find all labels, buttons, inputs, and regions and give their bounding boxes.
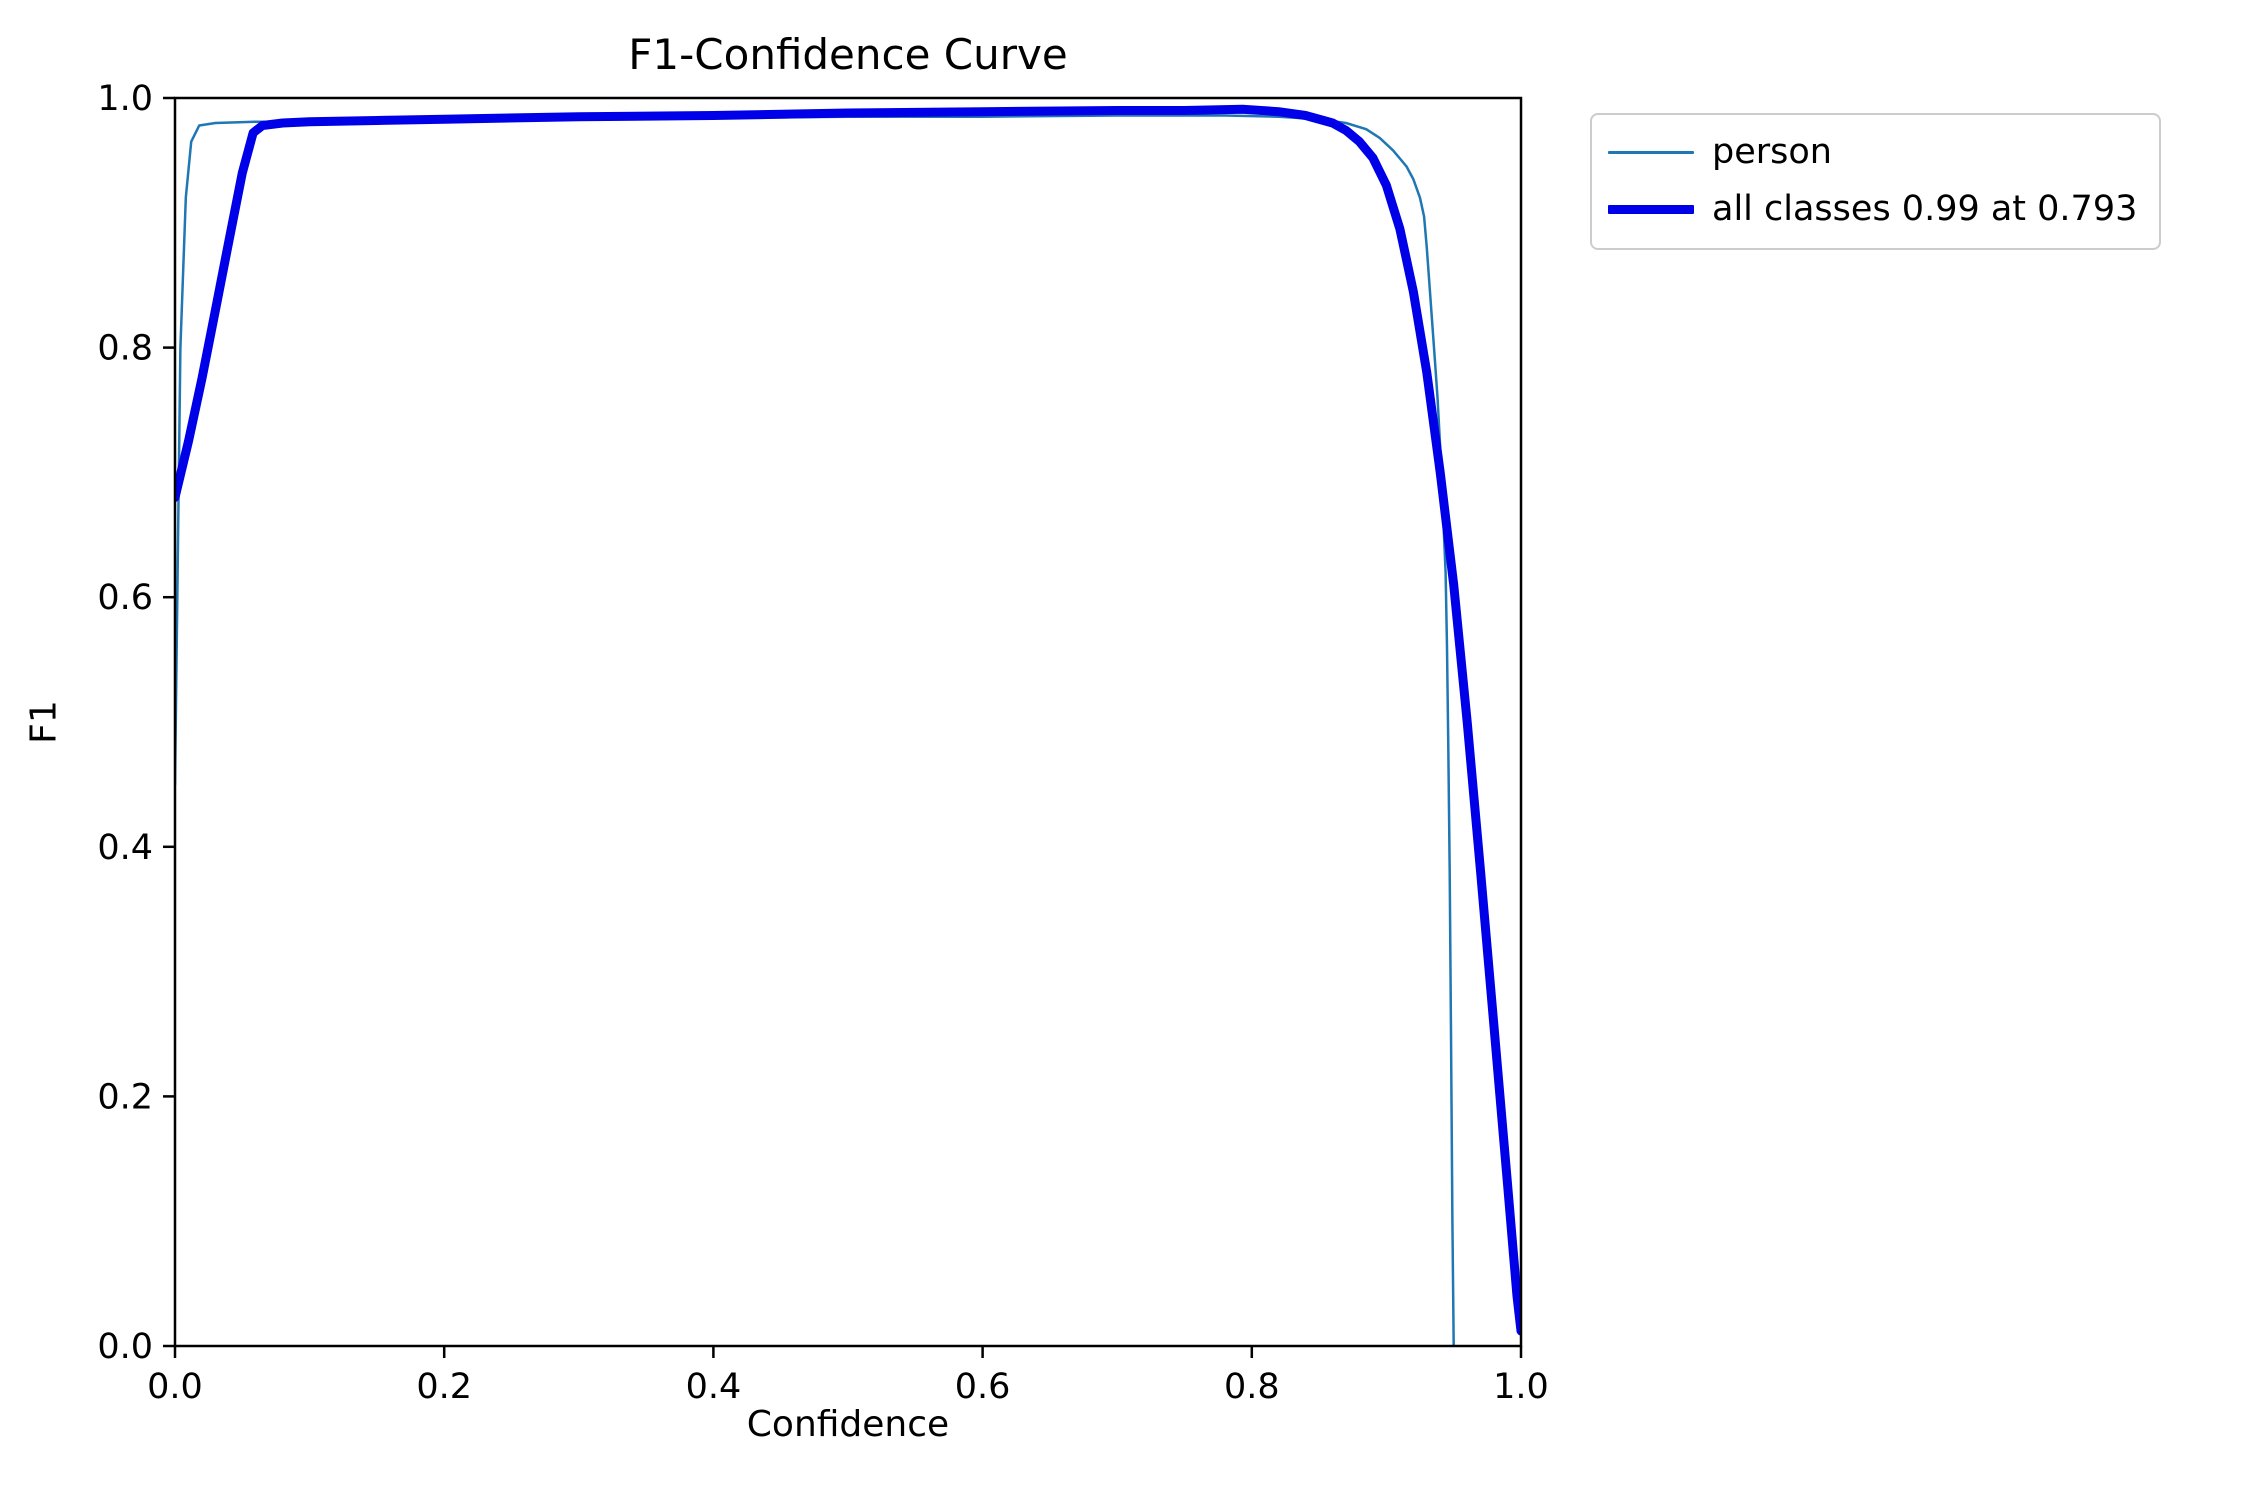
legend-label-person: person [1712, 132, 1832, 172]
legend: person all classes 0.99 at 0.793 [1590, 113, 2162, 250]
y-tick-label: 0.0 [97, 1327, 153, 1367]
legend-line-sample-person [1608, 151, 1694, 154]
y-tick-label: 0.6 [97, 578, 153, 618]
legend-line-sample-all-classes [1608, 205, 1694, 215]
x-tick-label: 0.4 [686, 1367, 742, 1407]
legend-item-person: person [1608, 129, 2137, 176]
x-tick-label: 0.0 [147, 1367, 203, 1407]
y-tick-label: 0.4 [97, 828, 153, 868]
plot-border [173, 96, 1523, 1348]
y-tick-label: 0.2 [97, 1077, 153, 1117]
x-tick-label: 0.6 [955, 1367, 1011, 1407]
series-line-person [174, 114, 1455, 1347]
y-tick-label: 1.0 [97, 79, 153, 119]
series-line-all-classes [174, 104, 1522, 1336]
x-tick-label: 0.2 [416, 1367, 472, 1407]
chart-title: F1-Confidence Curve [628, 30, 1068, 79]
y-tick-label: 0.8 [97, 329, 153, 369]
legend-label-all-classes: all classes 0.99 at 0.793 [1712, 189, 2138, 230]
x-tick-label: 1.0 [1493, 1367, 1549, 1407]
x-tick-label: 0.8 [1224, 1367, 1280, 1407]
x-axis-label: Confidence [746, 1404, 950, 1445]
legend-item-all-classes: all classes 0.99 at 0.793 [1608, 186, 2137, 233]
y-axis-label: F1 [23, 700, 65, 744]
